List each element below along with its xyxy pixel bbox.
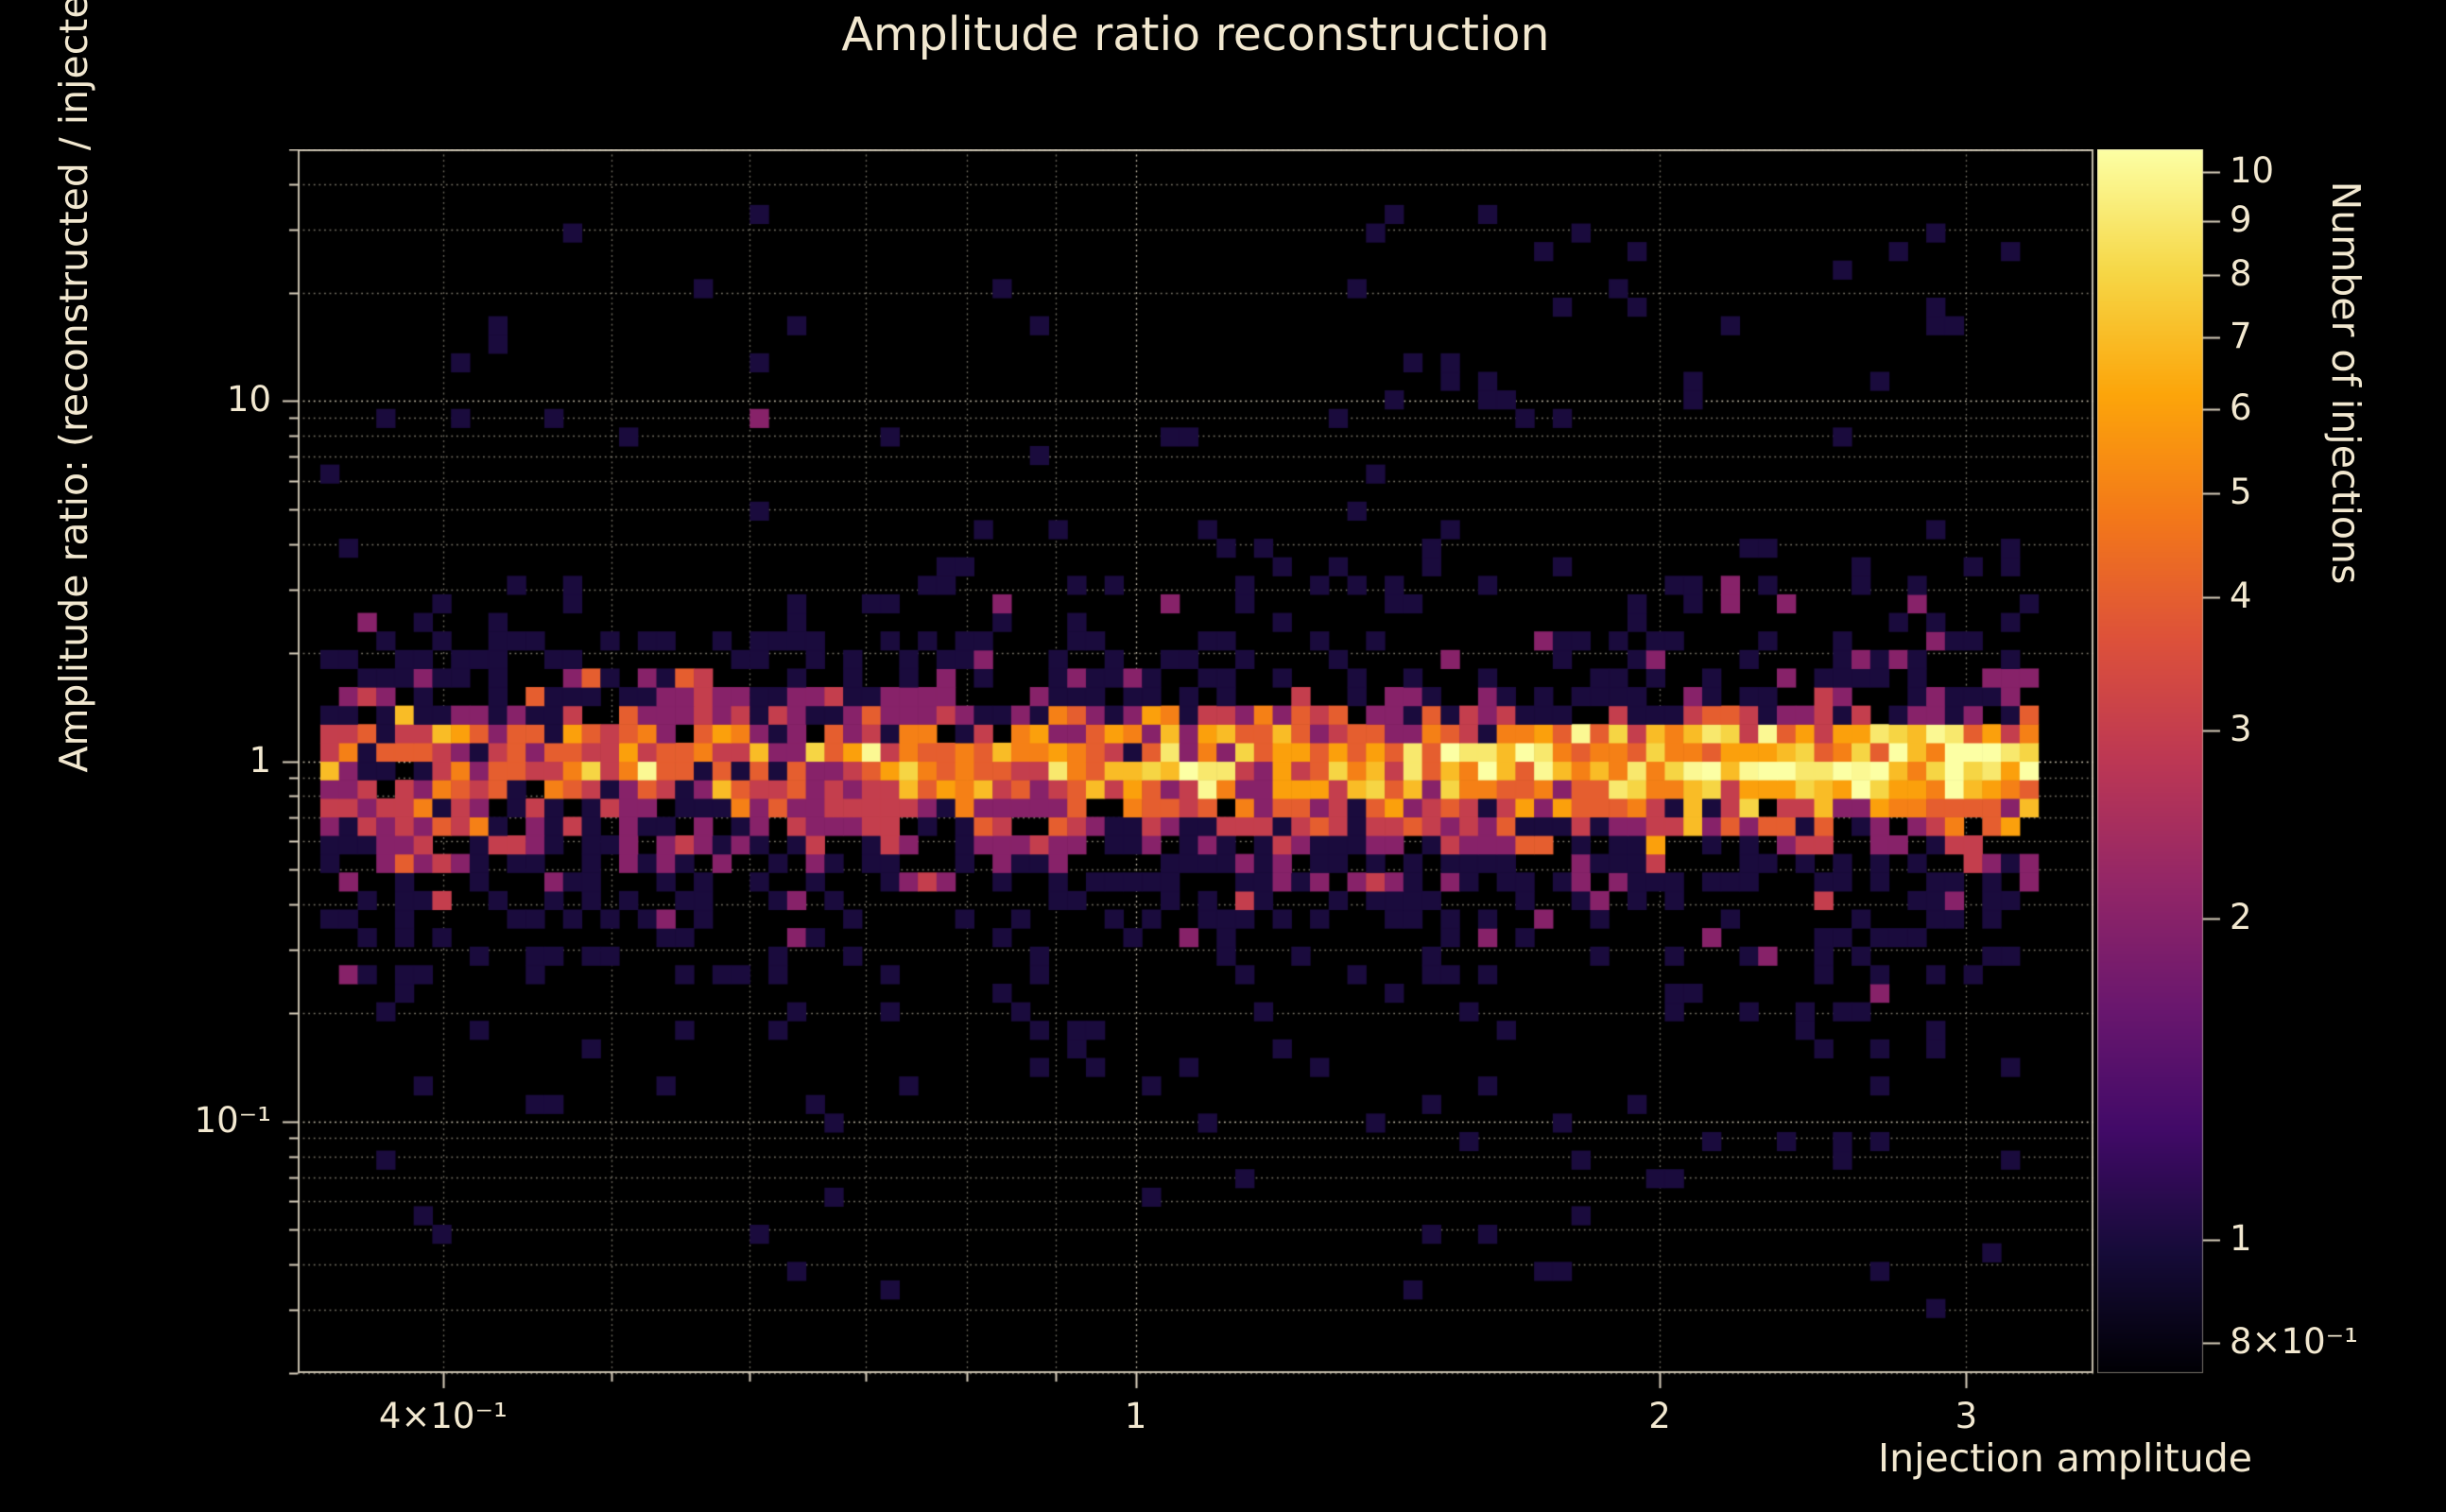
x-tick-label: 2	[1648, 1396, 1671, 1436]
colorbar-tick-label: 2	[2230, 896, 2252, 937]
x-tick-label: 3	[1955, 1396, 1978, 1436]
y-axis-label: Amplitude ratio: (reconstructed / inject…	[51, 0, 96, 773]
x-tick-label: 4×10⁻¹	[378, 1396, 508, 1436]
colorbar-tick-label: 3	[2230, 708, 2252, 749]
x-axis-label: Injection amplitude	[1878, 1435, 2252, 1481]
colorbar-tick-label: 1	[2230, 1217, 2252, 1259]
colorbar	[2097, 149, 2248, 1375]
heatmap-plot-area	[279, 149, 2095, 1396]
x-tick-label: 1	[1124, 1396, 1147, 1436]
chart-title: Amplitude ratio reconstruction	[841, 8, 1550, 61]
y-tick-label: 10⁻¹	[194, 1099, 271, 1141]
colorbar-tick-label: 8×10⁻¹	[2230, 1321, 2358, 1363]
colorbar-label: Number of injections	[2323, 180, 2368, 585]
